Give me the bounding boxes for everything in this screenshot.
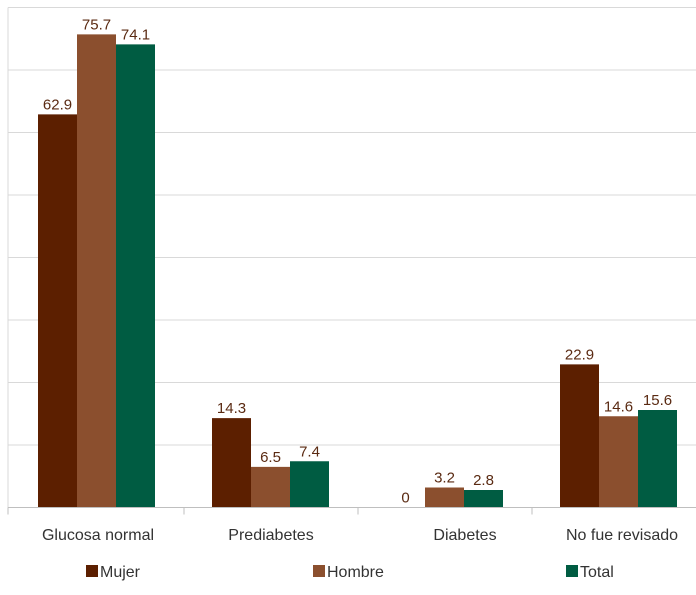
bar-total-3 [638,410,677,508]
data-label-mujer-3: 22.9 [565,346,594,363]
legend-label-hombre: Hombre [327,564,384,581]
data-labels: 62.9 75.7 74.1 14.3 6.5 7.4 0 3.2 2.8 22.9 14.6 15.… [43,16,672,506]
data-label-hombre-3: 14.6 [604,398,633,415]
x-axis: Glucosa normal Prediabetes Diabetes No fue … [7,507,696,544]
data-label-hombre-2: 3.2 [434,470,455,487]
bar-mujer-0 [38,114,77,508]
bar-hombre-3 [599,416,638,508]
bar-hombre-2 [425,487,464,508]
data-label-total-0: 74.1 [121,26,150,43]
data-label-mujer-2: 0 [401,490,409,507]
x-tick-label-2: Diabetes [433,527,496,544]
legend-label-mujer: Mujer [100,564,141,581]
legend: Mujer Hombre Total [86,564,614,581]
x-tick-label-0: Glucosa normal [42,527,154,544]
legend-label-total: Total [580,564,614,581]
data-label-total-2: 2.8 [473,472,494,489]
bar-total-1 [290,461,329,508]
legend-swatch-hombre [313,565,325,577]
bar-hombre-0 [77,34,116,508]
data-label-mujer-1: 14.3 [217,400,246,417]
bar-hombre-1 [251,466,290,508]
data-label-mujer-0: 62.9 [43,96,72,113]
bar-mujer-3 [560,364,599,508]
x-tick-label-1: Prediabetes [228,527,313,544]
bar-marks [38,34,677,508]
legend-swatch-mujer [86,565,98,577]
data-label-total-3: 15.6 [643,392,672,409]
data-label-hombre-1: 6.5 [260,449,281,466]
data-label-total-1: 7.4 [299,443,320,460]
data-label-hombre-0: 75.7 [82,16,111,33]
x-tick-label-3: No fue revisado [566,527,678,544]
bar-total-2 [464,490,503,508]
bar-mujer-1 [212,418,251,508]
bar-total-0 [116,44,155,508]
legend-swatch-total [566,565,578,577]
